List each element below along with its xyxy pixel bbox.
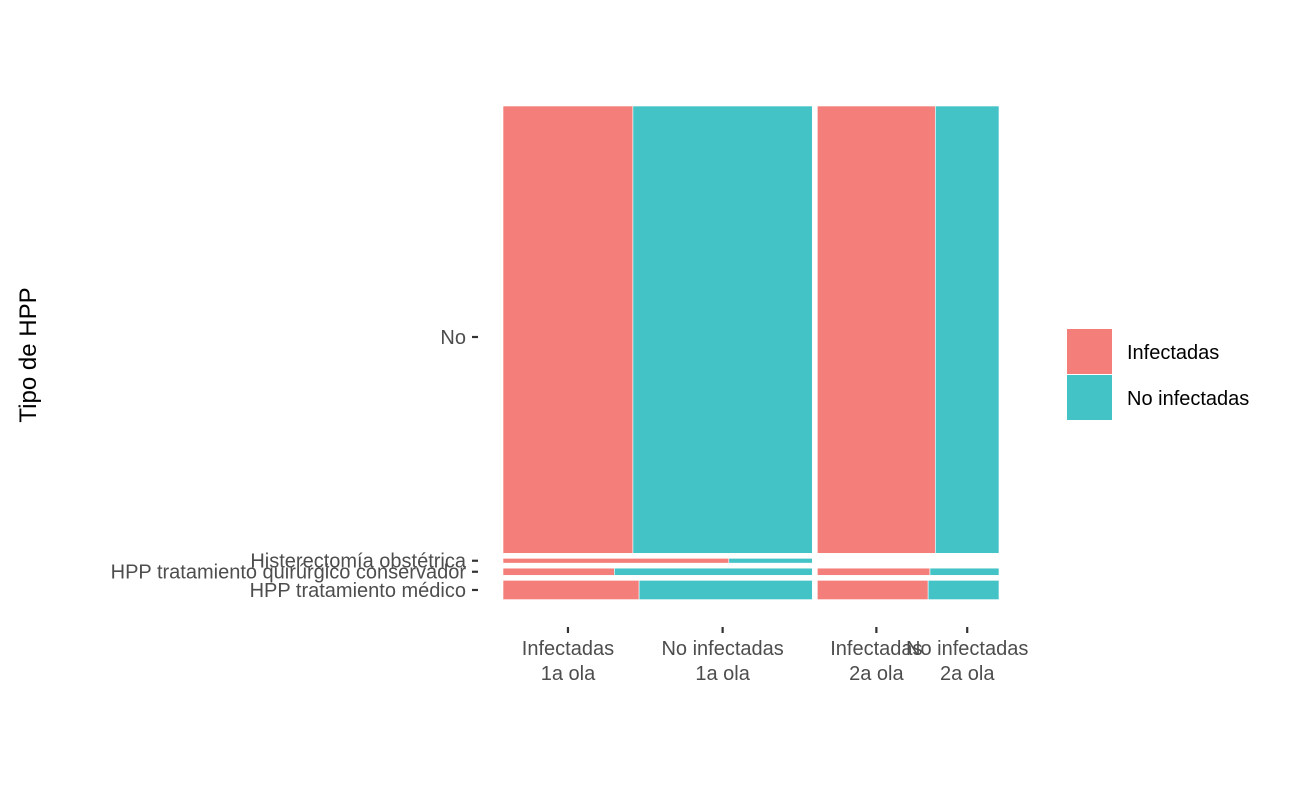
x-tick-label-3: No infectadas 2a ola [906,638,1028,685]
legend-label-no-infectadas: No infectadas [1127,388,1249,410]
tile-no-infectadas-2a-ola-no [935,105,1000,554]
x-axis: Infectadas 1a ola No infectadas 1a ola Infec… [522,627,1028,685]
tile-no-infectadas-1a-ola-no [632,105,813,554]
tile-infectadas-2a-ola-hpp-tratamiento-quirurgico-conservador [817,567,931,576]
y-tick-label-hpp-tratamiento-medico: HPP tratamiento médico [250,580,466,602]
y-axis-title: Tipo de HPP [15,287,42,422]
tile-infectadas-2a-ola-hpp-tratamiento-medico [817,580,929,600]
tile-infectadas-1a-ola-no [502,105,634,554]
tile-layer [502,105,1000,600]
tile-no-infectadas-1a-ola-histerectomia-obstetrica [728,558,813,564]
tile-no-infectadas-2a-ola-hpp-tratamiento-quirurgico-conservador [929,567,1000,576]
tile-infectadas-2a-ola-no [817,105,936,554]
x-tick-label-1: No infectadas 1a ola [661,638,783,685]
legend-key-infectadas [1067,329,1112,374]
legend-key-no-infectadas [1067,375,1112,420]
legend-label-infectadas: Infectadas [1127,342,1219,364]
tile-no-infectadas-1a-ola-hpp-tratamiento-quirurgico-conservador [614,567,813,576]
x-tick-label-2: Infectadas 2a ola [830,638,922,685]
tile-no-infectadas-1a-ola-hpp-tratamiento-medico [638,580,813,600]
y-tick-label-no: No [440,327,466,349]
y-tick-label-histerectomia-obstetrica: Histerectomía obstétrica [250,551,467,573]
y-tick-label-hpp-tratamiento-quirurgico-conservador: HPP tratamiento quirúrgico conservador [111,562,467,584]
tile-infectadas-1a-ola-histerectomia-obstetrica [502,558,730,564]
tile-infectadas-1a-ola-hpp-tratamiento-quirurgico-conservador [502,567,615,576]
tile-no-infectadas-2a-ola-hpp-tratamiento-medico [927,580,1000,600]
x-tick-label-0: Infectadas 1a ola [522,638,614,685]
legend: Infectadas No infectadas [1067,329,1249,420]
tile-infectadas-1a-ola-hpp-tratamiento-medico [502,580,640,600]
